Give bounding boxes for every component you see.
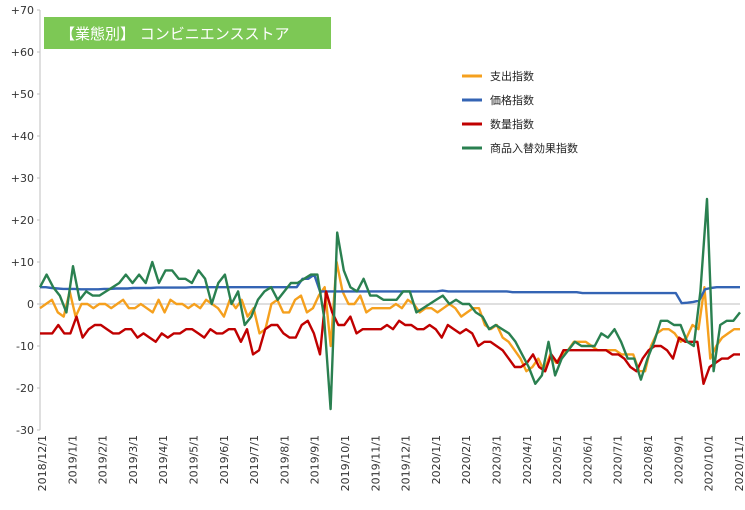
x-tick-label: 2020/6/1 [581, 435, 594, 484]
y-tick-label: +10 [11, 256, 34, 269]
series-line-0 [39, 260, 740, 373]
legend-label: 支出指数 [490, 69, 534, 83]
y-tick-label: +20 [11, 214, 34, 227]
x-tick-label: 2020/5/1 [551, 435, 564, 484]
y-tick-label: +60 [11, 46, 34, 59]
x-tick-label: 2020/10/1 [703, 435, 716, 491]
series-line-2 [40, 290, 740, 385]
y-tick-label: 0 [27, 298, 34, 311]
x-tick-label: 2020/8/1 [642, 435, 655, 484]
y-tick-label: +30 [11, 172, 34, 185]
x-tick-label: 2019/1/1 [66, 435, 79, 484]
y-tick-label: +70 [11, 4, 34, 17]
x-tick-label: 2020/9/1 [672, 435, 685, 484]
x-tick-label: 2019/3/1 [127, 435, 140, 484]
series-line-3 [38, 197, 741, 411]
x-tick-label: 2018/12/1 [36, 435, 49, 491]
chart-title-badge: 【業態別】 コンビニエンスストア [44, 17, 331, 49]
series-line-1 [40, 273, 740, 305]
x-axis: 2018/12/1 2019/1/1 2019/2/1 2019/3/1 2019/4/… [36, 435, 745, 491]
y-axis: +70 +60 +50 +40 +30 +20 +10 0 -10 -20 -30 [11, 4, 740, 437]
x-tick-label: 2020/2/1 [460, 435, 473, 484]
x-tick-label: 2019/9/1 [309, 435, 322, 484]
legend-label: 価格指数 [490, 93, 534, 107]
x-tick-label: 2020/3/1 [491, 435, 504, 484]
x-tick-label: 2020/4/1 [521, 435, 534, 484]
y-tick-label: -30 [16, 424, 34, 437]
x-tick-label: 2019/12/1 [400, 435, 413, 491]
y-tick-label: -10 [16, 340, 34, 353]
legend-label: 商品入替効果指数 [490, 141, 578, 155]
legend-label: 数量指数 [490, 117, 534, 131]
y-tick-label: -20 [16, 382, 34, 395]
x-tick-label: 2020/11/1 [733, 435, 745, 491]
series-lines [38, 197, 741, 411]
y-tick-label: +50 [11, 88, 34, 101]
x-tick-label: 2019/2/1 [97, 435, 110, 484]
x-tick-label: 2019/10/1 [339, 435, 352, 491]
x-tick-label: 2019/5/1 [188, 435, 201, 484]
y-tick-label: +40 [11, 130, 34, 143]
x-tick-label: 2020/1/1 [430, 435, 443, 484]
chart-title: 【業態別】 コンビニエンスストア [60, 25, 289, 43]
x-tick-label: 2019/11/1 [369, 435, 382, 491]
title-background [44, 17, 331, 49]
x-tick-label: 2020/7/1 [612, 435, 625, 484]
x-tick-label: 2019/4/1 [157, 435, 170, 484]
x-tick-label: 2019/8/1 [278, 435, 291, 484]
x-tick-label: 2019/7/1 [248, 435, 261, 484]
x-tick-label: 2019/6/1 [218, 435, 231, 484]
